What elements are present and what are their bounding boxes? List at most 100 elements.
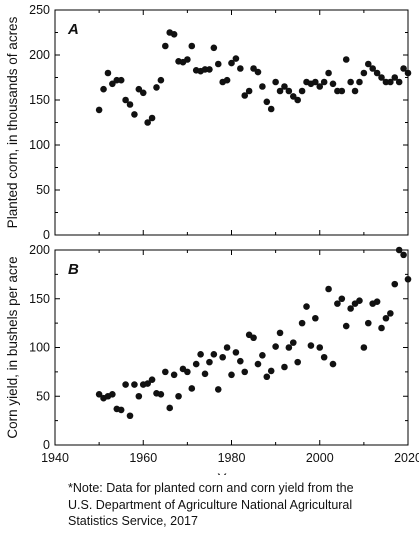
data-point bbox=[316, 344, 324, 351]
x-tick-label: 1940 bbox=[41, 451, 69, 465]
data-point bbox=[135, 392, 143, 400]
data-points bbox=[95, 246, 412, 420]
x-tick-label: 1980 bbox=[218, 451, 246, 465]
data-point bbox=[170, 371, 178, 379]
data-point bbox=[254, 360, 262, 368]
data-point bbox=[109, 80, 116, 88]
data-point bbox=[223, 76, 231, 84]
data-point bbox=[117, 76, 125, 84]
data-point bbox=[391, 280, 399, 288]
data-point bbox=[245, 87, 253, 95]
data-point bbox=[395, 246, 403, 254]
data-point bbox=[144, 380, 151, 387]
data-point bbox=[175, 392, 182, 400]
data-point bbox=[360, 69, 368, 77]
data-point bbox=[184, 56, 191, 63]
data-point bbox=[237, 65, 244, 72]
data-point bbox=[131, 111, 138, 118]
data-point bbox=[378, 324, 385, 332]
data-point bbox=[325, 69, 332, 77]
data-point bbox=[170, 31, 178, 38]
data-point bbox=[400, 251, 407, 259]
data-point bbox=[188, 42, 196, 50]
data-point bbox=[289, 339, 297, 346]
y-tick-label: 100 bbox=[29, 341, 50, 355]
data-points bbox=[95, 29, 412, 126]
data-point bbox=[329, 80, 337, 88]
data-point bbox=[263, 373, 271, 381]
data-point bbox=[276, 329, 284, 337]
data-point bbox=[338, 295, 346, 303]
data-point bbox=[267, 105, 275, 113]
data-point bbox=[272, 78, 279, 86]
y-axis-label: Corn yield, in bushels per acre bbox=[5, 256, 20, 438]
data-point bbox=[400, 65, 407, 72]
data-point bbox=[210, 351, 218, 358]
data-point bbox=[285, 87, 293, 95]
data-point bbox=[157, 76, 165, 84]
data-point bbox=[404, 275, 412, 283]
y-tick-label: 0 bbox=[43, 438, 50, 452]
data-point bbox=[166, 404, 174, 412]
data-point bbox=[316, 83, 324, 90]
data-point bbox=[122, 96, 129, 104]
data-point bbox=[192, 360, 200, 368]
data-point bbox=[364, 60, 372, 68]
data-point bbox=[223, 344, 231, 351]
data-point bbox=[135, 85, 143, 93]
data-point bbox=[95, 106, 103, 114]
data-source-note: *Note: Data for planted corn and corn yi… bbox=[68, 480, 413, 530]
data-point bbox=[395, 78, 403, 86]
y-tick-label: 200 bbox=[29, 48, 50, 62]
data-point bbox=[320, 353, 328, 361]
data-point bbox=[294, 358, 301, 366]
data-point bbox=[122, 381, 129, 388]
data-point bbox=[250, 65, 257, 72]
data-point bbox=[241, 92, 249, 99]
data-point bbox=[259, 352, 266, 359]
y-tick-label: 100 bbox=[29, 138, 50, 152]
data-point bbox=[210, 44, 218, 52]
data-point bbox=[347, 78, 354, 86]
data-point bbox=[364, 319, 372, 327]
data-point bbox=[104, 69, 112, 77]
data-point bbox=[95, 391, 103, 398]
data-point bbox=[263, 98, 271, 106]
panel-letter: A bbox=[67, 21, 79, 38]
data-point bbox=[237, 357, 244, 365]
data-point bbox=[267, 367, 275, 375]
y-axis-label: Planted corn, in thousands of acres bbox=[5, 16, 20, 228]
data-point bbox=[148, 114, 156, 122]
data-point bbox=[382, 314, 390, 322]
panel-a: 0 50 100 150 200 250 A Planted corn, in thousan… bbox=[5, 3, 412, 242]
data-point bbox=[387, 78, 394, 86]
x-tick-label: 1960 bbox=[129, 451, 157, 465]
y-tick-label: 200 bbox=[29, 243, 50, 257]
data-point bbox=[360, 344, 368, 351]
data-point bbox=[197, 351, 204, 358]
data-point bbox=[206, 66, 213, 73]
data-point bbox=[294, 96, 301, 104]
y-tick-label: 0 bbox=[43, 228, 50, 242]
panel-letter: B bbox=[68, 261, 79, 278]
data-point bbox=[307, 342, 315, 349]
data-point bbox=[325, 285, 332, 293]
data-point bbox=[356, 78, 363, 86]
data-point bbox=[378, 74, 385, 81]
data-point bbox=[320, 78, 328, 86]
y-tick-label: 250 bbox=[29, 3, 50, 17]
corn-charts: 0 50 100 150 200 250 A Planted corn, in thousan… bbox=[5, 3, 419, 475]
data-point bbox=[334, 300, 341, 307]
data-point bbox=[126, 101, 134, 108]
note-line-3: Statistics Service, 2017 bbox=[68, 514, 198, 528]
data-point bbox=[369, 65, 377, 72]
data-point bbox=[373, 298, 381, 305]
y-tick-label: 150 bbox=[29, 93, 50, 107]
data-point bbox=[109, 391, 116, 398]
data-point bbox=[272, 343, 279, 350]
data-point bbox=[201, 370, 209, 378]
data-point bbox=[214, 60, 222, 68]
data-point bbox=[281, 363, 288, 371]
data-point bbox=[131, 381, 138, 388]
data-point bbox=[100, 85, 107, 93]
